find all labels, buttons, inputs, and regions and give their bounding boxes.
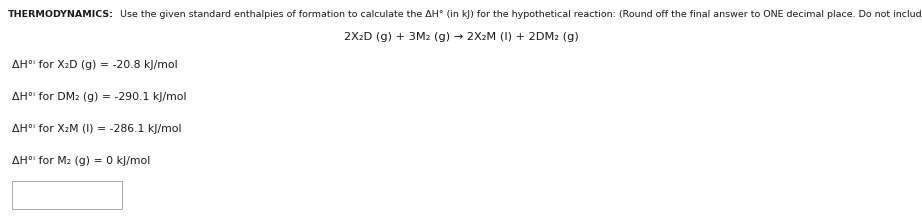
Text: ΔH°ⁱ for X₂D (g) = -20.8 kJ/mol: ΔH°ⁱ for X₂D (g) = -20.8 kJ/mol — [12, 60, 178, 70]
Text: ΔH°ⁱ for M₂ (g) = 0 kJ/mol: ΔH°ⁱ for M₂ (g) = 0 kJ/mol — [12, 156, 150, 166]
Text: 2X₂D (g) + 3M₂ (g) → 2X₂M (l) + 2DM₂ (g): 2X₂D (g) + 3M₂ (g) → 2X₂M (l) + 2DM₂ (g) — [344, 32, 578, 42]
Text: ΔH°ⁱ for X₂M (l) = -286.1 kJ/mol: ΔH°ⁱ for X₂M (l) = -286.1 kJ/mol — [12, 124, 182, 134]
Bar — [12, 181, 122, 209]
Text: Use the given standard enthalpies of formation to calculate the ΔH° (in kJ) for : Use the given standard enthalpies of for… — [114, 10, 922, 19]
Text: THERMODYNAMICS:: THERMODYNAMICS: — [8, 10, 114, 19]
Text: ΔH°ⁱ for DM₂ (g) = -290.1 kJ/mol: ΔH°ⁱ for DM₂ (g) = -290.1 kJ/mol — [12, 92, 186, 102]
